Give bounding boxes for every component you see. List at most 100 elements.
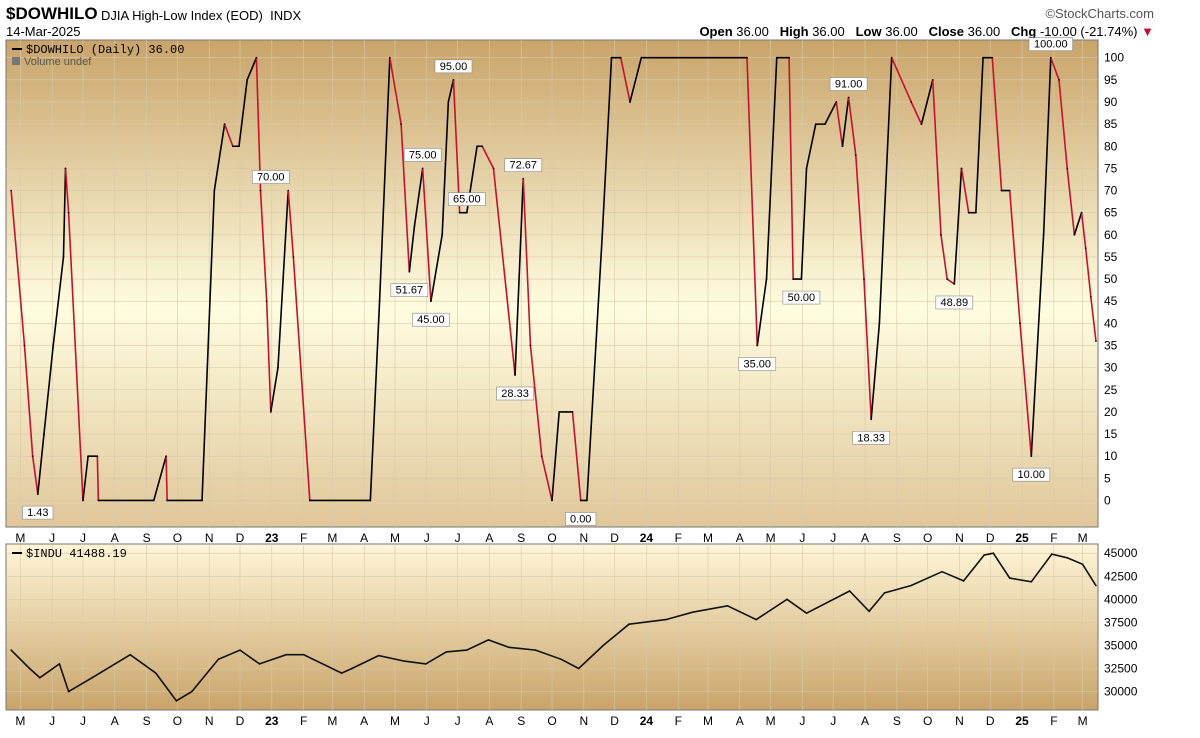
indu-point bbox=[534, 649, 537, 651]
lower-y-tick-label: 45000 bbox=[1104, 546, 1138, 560]
indu-point bbox=[403, 660, 406, 662]
indu-point bbox=[691, 611, 694, 614]
annotation-box bbox=[852, 430, 890, 445]
dowhilo-line-segment bbox=[255, 56, 262, 192]
upper-y-tick-label: 40 bbox=[1104, 316, 1118, 330]
dowhilo-line-segment bbox=[601, 56, 613, 236]
dowhilo-point bbox=[31, 455, 34, 457]
annotation-label: 65.00 bbox=[453, 194, 481, 206]
dowhilo-point bbox=[1084, 247, 1087, 249]
dowhilo-line-segment bbox=[1030, 234, 1045, 457]
symbol-title: $DOWHILO bbox=[6, 4, 98, 23]
dowhilo-line-segment bbox=[37, 433, 45, 495]
dowhilo-point bbox=[481, 145, 484, 148]
annotation-label: 91.00 bbox=[835, 79, 863, 91]
lower-x-tick-label: 23 bbox=[265, 714, 279, 728]
lower-x-tick-label: S bbox=[143, 714, 151, 728]
chg-label: Chg bbox=[1011, 24, 1037, 39]
upper-x-tick-label: S bbox=[517, 531, 525, 545]
dowhilo-line-segment bbox=[800, 167, 808, 280]
dowhilo-point bbox=[37, 493, 39, 495]
annotation-box bbox=[251, 170, 290, 184]
dowhilo-point bbox=[67, 211, 70, 214]
dowhilo-point bbox=[878, 322, 881, 325]
volume-legend-text: Volume undef bbox=[24, 56, 92, 68]
dowhilo-point bbox=[369, 499, 372, 502]
indu-point bbox=[508, 646, 510, 649]
upper-x-tick-label: O bbox=[173, 531, 182, 545]
dowhilo-point bbox=[96, 455, 99, 457]
dowhilo-point bbox=[601, 234, 604, 236]
indu-point bbox=[1095, 584, 1097, 587]
lower-x-tick-label: J bbox=[830, 714, 836, 728]
dowhilo-point bbox=[152, 499, 155, 502]
upper-x-tick-label: N bbox=[579, 531, 588, 545]
dowhilo-line-segment bbox=[43, 344, 55, 435]
high-label: High bbox=[779, 24, 809, 39]
dowhilo-line-segment bbox=[910, 101, 923, 125]
upper-x-tick-label: J bbox=[455, 531, 461, 545]
dowhilo-line-segment bbox=[586, 234, 604, 502]
upper-y-tick-label: 95 bbox=[1104, 73, 1118, 87]
dowhilo-line-segment bbox=[400, 123, 411, 273]
dowhilo-point bbox=[681, 56, 684, 59]
dowhilo-point bbox=[931, 79, 934, 81]
lower-y-tick-label: 37500 bbox=[1104, 615, 1138, 629]
dowhilo-point bbox=[1008, 189, 1011, 192]
dowhilo-point bbox=[292, 256, 295, 258]
dowhilo-point bbox=[814, 123, 817, 125]
lower-x-tick-label: M bbox=[15, 714, 25, 728]
dowhilo-point bbox=[10, 189, 12, 192]
indu-point bbox=[302, 653, 305, 656]
volume-legend-icon bbox=[12, 57, 20, 65]
dowhilo-line-segment bbox=[52, 256, 65, 347]
lower-x-tick-label: M bbox=[390, 714, 400, 728]
dowhilo-point bbox=[610, 56, 613, 59]
annotation-box bbox=[738, 357, 777, 371]
upper-x-tick-label: O bbox=[923, 531, 932, 545]
upper-x-tick-label: 24 bbox=[640, 531, 654, 545]
upper-x-tick-label: M bbox=[1078, 531, 1088, 545]
lower-x-tick-label: A bbox=[111, 714, 119, 728]
indu-point bbox=[466, 649, 468, 651]
dowhilo-line-segment bbox=[571, 411, 582, 502]
annotation-label: 10.00 bbox=[1018, 469, 1046, 481]
indu-point bbox=[992, 552, 995, 555]
dowhilo-point bbox=[1000, 189, 1003, 192]
dowhilo-point bbox=[1066, 167, 1069, 170]
annotation-box bbox=[1012, 467, 1051, 482]
indu-point bbox=[1066, 557, 1069, 559]
lower-y-tick-label: 42500 bbox=[1104, 569, 1138, 583]
dowhilo-point bbox=[62, 256, 65, 258]
upper-y-tick-label: 50 bbox=[1104, 272, 1118, 286]
dowhilo-line-segment bbox=[1058, 79, 1069, 170]
dowhilo-line-segment bbox=[1049, 56, 1060, 81]
dowhilo-line-segment bbox=[408, 225, 416, 273]
dowhilo-point bbox=[492, 167, 495, 170]
dowhilo-line-segment bbox=[540, 455, 553, 502]
close-label: Close bbox=[928, 24, 965, 39]
upper-y-tick-label: 85 bbox=[1104, 117, 1118, 131]
dowhilo-point bbox=[408, 270, 411, 273]
upper-y-tick-label: 0 bbox=[1104, 493, 1111, 507]
dowhilo-point bbox=[775, 56, 778, 59]
lower-x-tick-label: J bbox=[49, 714, 55, 728]
upper-x-tick-label: A bbox=[360, 531, 368, 545]
annotation-label: 72.67 bbox=[509, 160, 537, 172]
dowhilo-line-segment bbox=[890, 56, 913, 103]
dowhilo-line-segment bbox=[430, 234, 443, 303]
annotation-box bbox=[390, 283, 429, 297]
annotation-label: 35.00 bbox=[743, 358, 771, 370]
dowhilo-point bbox=[1090, 295, 1092, 298]
dowhilo-line-segment bbox=[920, 79, 934, 125]
dowhilo-line-segment bbox=[67, 211, 84, 502]
brand-logo[interactable]: ©StockCharts.com bbox=[1045, 6, 1154, 21]
dowhilo-point bbox=[540, 455, 543, 457]
dowhilo-point bbox=[629, 101, 631, 103]
dowhilo-line-segment bbox=[522, 177, 532, 347]
dowhilo-point bbox=[277, 366, 279, 369]
dowhilo-point bbox=[946, 278, 948, 280]
indu-point bbox=[28, 667, 31, 670]
dowhilo-line-segment bbox=[1019, 322, 1033, 457]
dowhilo-line-segment bbox=[529, 344, 543, 457]
